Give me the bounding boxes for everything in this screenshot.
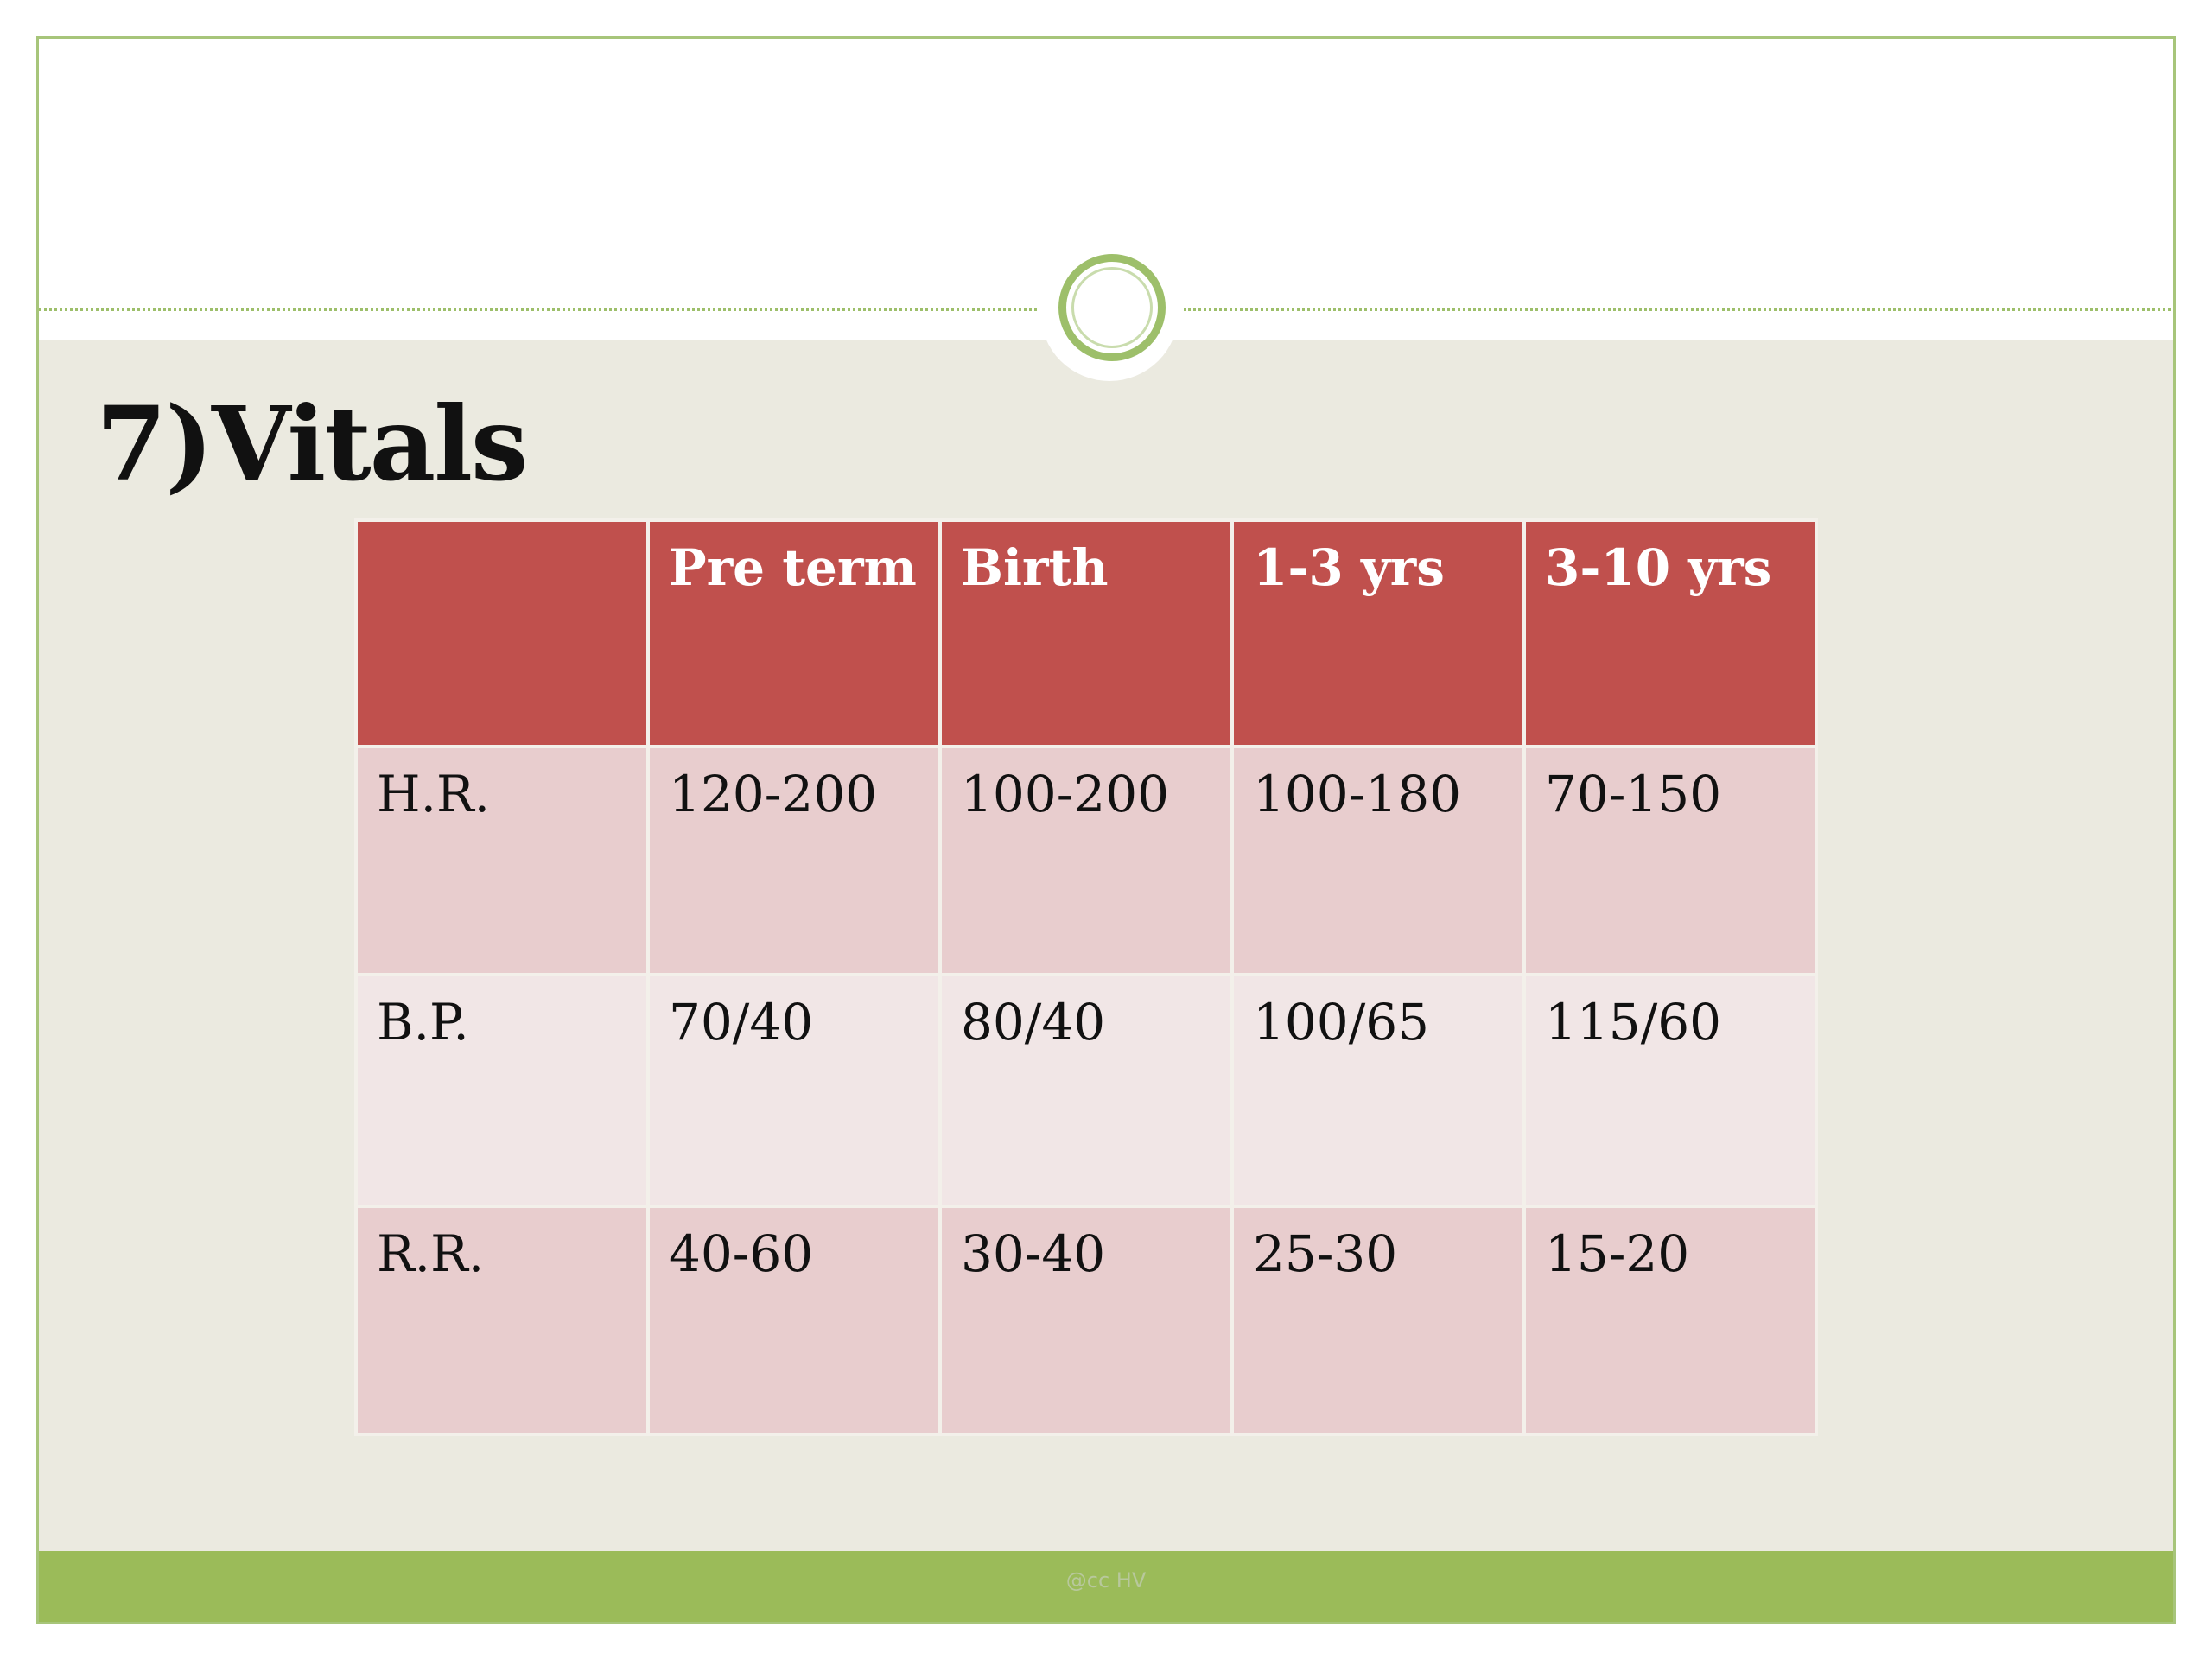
slide-title: 7)Vitals <box>96 384 528 504</box>
table-row: B.P. 70/40 80/40 100/65 115/60 <box>354 973 1818 1208</box>
header-cell-preterm: Pre term <box>646 518 942 748</box>
table-cell: 70/40 <box>646 973 942 1208</box>
table-row: H.R. 120-200 100-200 100-180 70-150 <box>354 745 1818 976</box>
table-cell: 25-30 <box>1230 1205 1526 1436</box>
row-label-rr: R.R. <box>354 1205 650 1436</box>
table-cell: 100-180 <box>1230 745 1526 976</box>
header-cell-empty <box>354 518 650 748</box>
vitals-table: Pre term Birth 1-3 yrs 3-10 yrs H.R. 120… <box>354 518 1818 1436</box>
header-cell-birth: Birth <box>938 518 1234 748</box>
table-cell: 40-60 <box>646 1205 942 1436</box>
slide: 7)Vitals Pre term Birth 1-3 yrs 3-10 yrs… <box>36 36 2176 1624</box>
table-cell: 80/40 <box>938 973 1234 1208</box>
header-cell-1-3-yrs: 1-3 yrs <box>1230 518 1526 748</box>
table-cell: 15-20 <box>1522 1205 1818 1436</box>
table-cell: 70-150 <box>1522 745 1818 976</box>
header-cell-3-10-yrs: 3-10 yrs <box>1522 518 1818 748</box>
table-cell: 100-200 <box>938 745 1234 976</box>
divider-left <box>39 308 1037 311</box>
row-label-bp: B.P. <box>354 973 650 1208</box>
circle-ornament-icon <box>1058 254 1166 361</box>
table-header-row: Pre term Birth 1-3 yrs 3-10 yrs <box>354 518 1818 748</box>
table-cell: 100/65 <box>1230 973 1526 1208</box>
table-row: R.R. 40-60 30-40 25-30 15-20 <box>354 1205 1818 1436</box>
footer-band <box>39 1551 2173 1622</box>
row-label-hr: H.R. <box>354 745 650 976</box>
table-cell: 120-200 <box>646 745 942 976</box>
divider-right <box>1184 308 2173 311</box>
table-cell: 115/60 <box>1522 973 1818 1208</box>
table-cell: 30-40 <box>938 1205 1234 1436</box>
footer-text: @cc HV <box>1065 1568 1147 1592</box>
